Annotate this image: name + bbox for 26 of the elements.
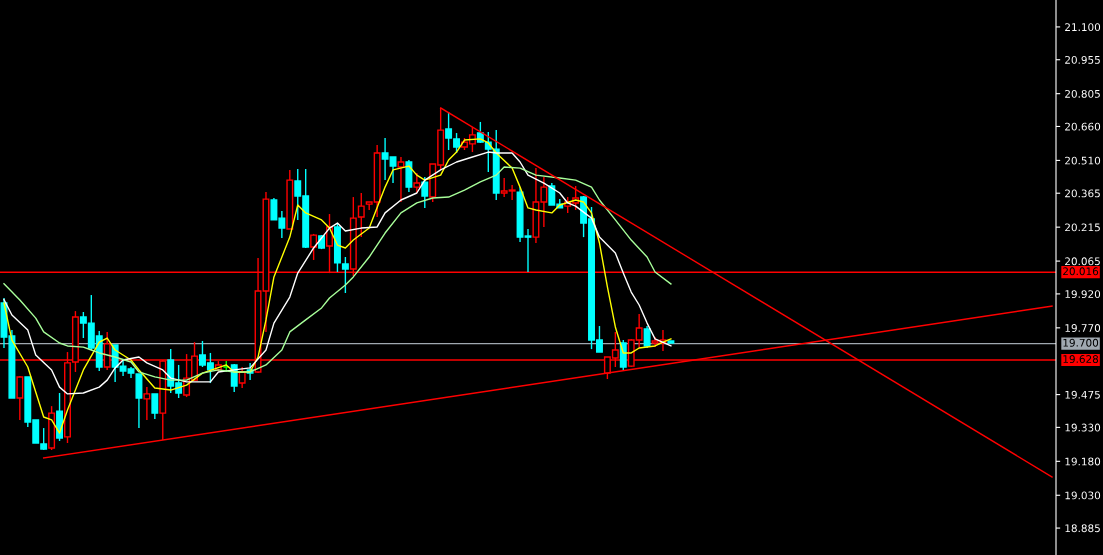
y-tick-label: 20.660 — [1065, 122, 1101, 131]
candlestick — [421, 176, 429, 209]
ref-line-label: 19.628 — [1063, 355, 1099, 363]
candlestick — [397, 156, 405, 203]
y-tick-label: 20.065 — [1065, 257, 1100, 266]
y-tick-label: 18.885 — [1065, 524, 1100, 533]
candlestick — [413, 172, 421, 194]
y-tick-label: 20.215 — [1065, 223, 1100, 232]
y-tick-label: 21.100 — [1065, 23, 1101, 32]
y-tick-label: 19.770 — [1065, 324, 1101, 332]
ref-line-label: 19.700 — [1063, 338, 1099, 347]
y-tick-label: 20.365 — [1065, 189, 1100, 198]
y-tick-label: 19.920 — [1065, 290, 1101, 299]
y-tick-label: 20.510 — [1065, 156, 1101, 165]
candlestick — [143, 386, 151, 421]
y-tick-label: 20.955 — [1065, 55, 1100, 64]
ref-line-label: 20.016 — [1063, 267, 1099, 276]
y-tick-label: 19.330 — [1065, 423, 1101, 432]
candlestick — [16, 375, 24, 421]
y-tick-label: 19.475 — [1065, 390, 1100, 399]
candlestick — [238, 366, 246, 389]
candlestick — [151, 393, 159, 420]
y-tick-label: 19.030 — [1065, 491, 1101, 500]
y-tick-label: 19.180 — [1065, 457, 1101, 466]
candlestick — [310, 233, 318, 261]
y-tick-label: 20.805 — [1065, 89, 1100, 98]
